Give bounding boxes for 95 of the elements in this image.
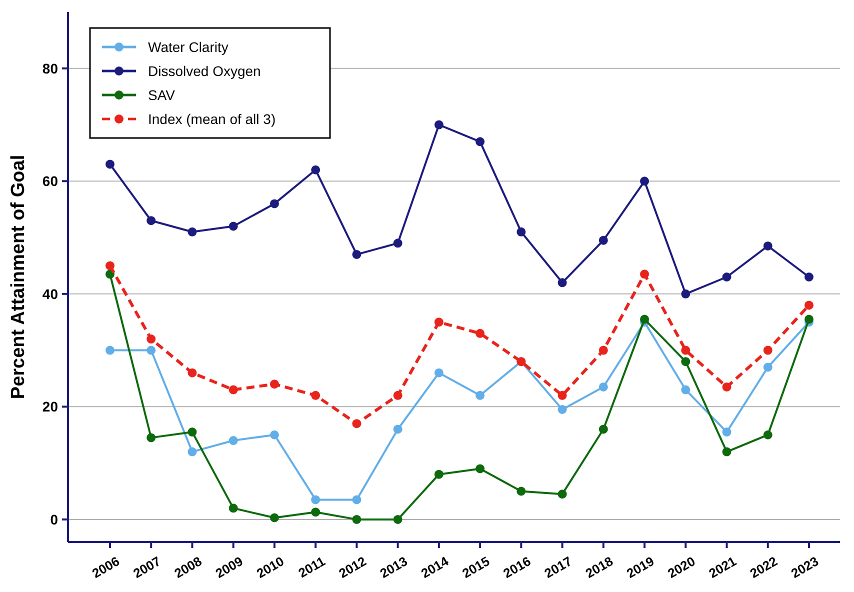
point bbox=[188, 227, 197, 236]
y-tick-label: 20 bbox=[42, 398, 58, 415]
point bbox=[228, 436, 238, 446]
point bbox=[106, 160, 114, 169]
x-tick-label: 2009 bbox=[212, 553, 246, 581]
point bbox=[311, 165, 320, 174]
point bbox=[311, 508, 320, 517]
point bbox=[598, 424, 608, 434]
x-tick-label: 2015 bbox=[460, 553, 492, 581]
point bbox=[763, 346, 772, 355]
point bbox=[640, 270, 650, 279]
y-tick-label: 0 bbox=[50, 511, 58, 528]
point bbox=[598, 346, 608, 355]
point bbox=[804, 272, 814, 282]
point bbox=[393, 390, 402, 400]
x-tick-label: 2014 bbox=[418, 553, 452, 581]
point bbox=[558, 278, 567, 288]
point bbox=[763, 362, 772, 372]
x-tick-label: 2012 bbox=[336, 553, 369, 581]
point bbox=[188, 428, 197, 437]
point bbox=[146, 334, 156, 344]
point bbox=[804, 314, 814, 324]
x-tick-label: 2018 bbox=[582, 553, 616, 581]
x-tick-label: 2017 bbox=[542, 553, 574, 581]
y-axis-title: Percent Attainment of Goal bbox=[8, 154, 29, 400]
point bbox=[311, 495, 320, 504]
point bbox=[516, 486, 526, 496]
point bbox=[681, 357, 690, 366]
point bbox=[434, 318, 444, 327]
point bbox=[228, 222, 238, 231]
point bbox=[352, 495, 362, 504]
point bbox=[106, 261, 114, 270]
point bbox=[763, 430, 772, 440]
point bbox=[146, 433, 156, 442]
point bbox=[681, 385, 690, 394]
point bbox=[558, 490, 567, 499]
point bbox=[270, 430, 279, 440]
x-tick-label: 2021 bbox=[706, 553, 739, 581]
x-tick-label: 2016 bbox=[500, 553, 534, 581]
x-tick-label: 2006 bbox=[90, 553, 122, 581]
point bbox=[434, 470, 444, 479]
x-tick-label: 2007 bbox=[130, 553, 164, 581]
point bbox=[188, 447, 197, 456]
y-tick-label: 40 bbox=[42, 286, 58, 302]
point bbox=[393, 424, 402, 434]
legend-label: Water Clarity bbox=[148, 38, 228, 55]
point bbox=[188, 368, 197, 378]
point bbox=[352, 250, 362, 259]
point bbox=[804, 300, 814, 310]
x-tick-label: 2008 bbox=[172, 553, 204, 581]
x-tick-label: 2020 bbox=[665, 553, 698, 581]
point bbox=[558, 390, 567, 400]
point bbox=[434, 368, 444, 378]
point bbox=[640, 176, 650, 186]
point bbox=[434, 120, 444, 130]
point bbox=[393, 238, 402, 248]
legend-label: Dissolved Oxygen bbox=[148, 62, 261, 79]
point bbox=[516, 227, 526, 236]
point bbox=[270, 513, 279, 522]
point bbox=[270, 199, 279, 208]
point bbox=[106, 346, 114, 355]
point bbox=[228, 385, 238, 394]
y-tick-label: 80 bbox=[42, 60, 58, 76]
point bbox=[558, 405, 567, 414]
point bbox=[146, 216, 156, 226]
point bbox=[681, 289, 690, 298]
legend-label: SAV bbox=[148, 86, 176, 103]
point bbox=[722, 447, 732, 456]
point bbox=[722, 272, 732, 282]
point bbox=[393, 514, 402, 524]
x-tick-label: 2011 bbox=[296, 553, 328, 581]
point bbox=[640, 314, 650, 324]
legend-label: Index (mean of all 3) bbox=[148, 110, 276, 127]
point bbox=[722, 428, 732, 437]
point bbox=[311, 390, 320, 400]
y-tick-label: 60 bbox=[42, 173, 58, 190]
point bbox=[228, 504, 238, 513]
point bbox=[352, 419, 362, 428]
x-tick-label: 2013 bbox=[377, 553, 410, 581]
x-tick-label: 2019 bbox=[624, 553, 657, 581]
point bbox=[598, 236, 608, 245]
point bbox=[722, 382, 732, 392]
x-tick-label: 2010 bbox=[254, 553, 287, 581]
point bbox=[270, 380, 279, 389]
x-tick-label: 2022 bbox=[747, 553, 780, 581]
point bbox=[476, 328, 485, 338]
point bbox=[476, 390, 485, 400]
point bbox=[681, 346, 690, 355]
point bbox=[598, 382, 608, 392]
x-tick-label: 2023 bbox=[788, 553, 822, 581]
point bbox=[146, 346, 156, 355]
point bbox=[476, 137, 485, 146]
point bbox=[352, 514, 362, 524]
point bbox=[476, 464, 485, 474]
point bbox=[763, 241, 772, 250]
